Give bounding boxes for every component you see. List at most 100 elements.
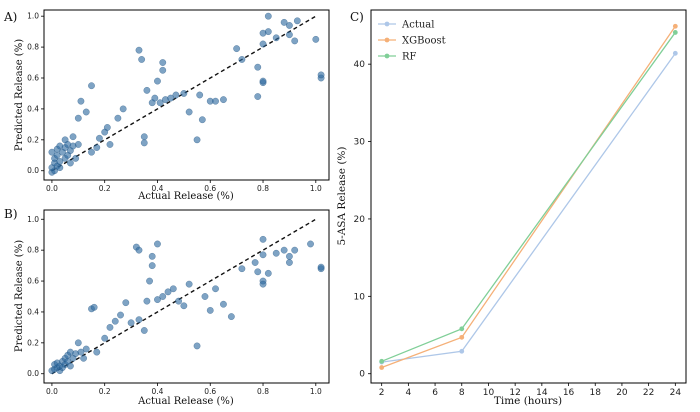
series-line-actual (381, 52, 676, 363)
scatter-point (103, 124, 111, 131)
scatter-point (146, 277, 154, 285)
scatter-point (254, 268, 262, 276)
series-line-rf (381, 32, 676, 362)
scatter-point (156, 99, 164, 107)
scatter-point (95, 134, 103, 142)
panel-a-points (48, 12, 325, 176)
x-tick-label: 1.0 (310, 184, 322, 193)
scatter-point (272, 249, 280, 257)
panel-b-y-axis-title: Predicted Release (%) (14, 240, 25, 352)
scatter-point (93, 144, 101, 151)
scatter-point (88, 82, 95, 90)
legend-label: XGBoost (402, 36, 446, 47)
legend-marker (384, 21, 390, 27)
legend-label: Actual (401, 20, 434, 31)
scatter-point (106, 141, 114, 148)
panel-a-y-axis-title: Predicted Release (%) (14, 39, 25, 151)
series-point-rf (459, 326, 465, 332)
scatter-point (101, 334, 109, 342)
scatter-point (140, 327, 148, 334)
scatter-point (74, 339, 82, 347)
scatter-point (143, 86, 151, 94)
scatter-point (164, 288, 172, 296)
scatter-point (259, 251, 267, 259)
scatter-point (167, 94, 175, 102)
scatter-point (56, 164, 64, 172)
y-tick-label: 0.2 (27, 135, 39, 144)
scatter-point (82, 108, 90, 116)
scatter-point (140, 139, 148, 147)
scatter-point (159, 59, 167, 66)
y-tick-label: 0.2 (27, 338, 39, 347)
panel-b-scatter: B) 0.0 0.2 0.4 0.6 0.8 1.0 0.0 0.2 0.4 0.6 0.8 1.0… (4, 207, 330, 407)
scatter-point (77, 97, 85, 105)
scatter-point (88, 148, 95, 156)
x-tick-label: 0.2 (99, 184, 111, 193)
panel-c-x-ticks: 2 4 6 8 10 12 14 16 18 20 22 24 (379, 383, 682, 398)
scatter-point (291, 37, 299, 45)
x-tick-label: 0.4 (152, 184, 164, 193)
scatter-point (193, 342, 201, 350)
legend-label: RF (402, 52, 417, 63)
scatter-point (175, 297, 183, 305)
series-point-rf (672, 30, 678, 35)
scatter-point (317, 71, 325, 79)
scatter-point (135, 316, 143, 324)
legend-marker (384, 53, 390, 59)
scatter-point (72, 154, 80, 162)
panel-a-scatter: A) 0.0 0.2 0.4 0.6 0.8 1.0 0.0 0.2 0.4 0.6 0.8 1.0… (3, 9, 330, 202)
x-tick-label: 0.2 (99, 387, 111, 396)
scatter-point (77, 348, 85, 356)
scatter-point (238, 265, 246, 273)
scatter-point (114, 114, 122, 122)
scatter-point (180, 90, 188, 97)
scatter-point (259, 280, 267, 288)
panel-c-x-axis-title: Time (hours) (494, 395, 562, 407)
x-tick-label: 0.8 (257, 184, 269, 193)
y-tick-label: 30 (354, 138, 366, 148)
scatter-point (106, 323, 114, 331)
panel-c-plot-frame (370, 9, 687, 384)
scatter-point (196, 91, 204, 99)
scatter-point (272, 34, 280, 42)
scatter-point (66, 159, 74, 167)
scatter-point (111, 317, 119, 325)
x-tick-label: 12 (509, 388, 520, 398)
x-tick-label: 6 (432, 388, 438, 398)
scatter-point (80, 354, 88, 362)
scatter-point (317, 263, 325, 271)
scatter-point (251, 259, 259, 266)
x-tick-label: 24 (670, 388, 682, 398)
panel-b-x-axis-title: Actual Release (%) (137, 396, 234, 407)
x-tick-label: 2 (379, 388, 385, 398)
x-tick-label: 0.0 (46, 387, 58, 396)
scatter-point (151, 94, 159, 102)
scatter-point (259, 40, 267, 48)
scatter-point (180, 302, 188, 310)
scatter-point (122, 299, 130, 307)
scatter-point (159, 293, 167, 300)
scatter-point (285, 252, 293, 260)
scatter-point (169, 285, 177, 293)
series-point-rf (379, 358, 385, 364)
panel-b-identity-line (51, 218, 317, 375)
scatter-point (66, 362, 74, 370)
scatter-point (148, 252, 156, 260)
series-line-xgboost (381, 25, 676, 369)
x-tick-label: 22 (643, 388, 654, 398)
y-tick-label: 0.4 (27, 307, 39, 316)
scatter-point (69, 133, 77, 141)
scatter-point (135, 46, 143, 54)
scatter-point (285, 22, 293, 29)
scatter-point (280, 246, 288, 254)
scatter-point (259, 77, 267, 85)
scatter-point (212, 285, 219, 293)
scatter-point (185, 108, 193, 116)
scatter-point (206, 306, 214, 314)
x-tick-label: 0.4 (152, 387, 164, 396)
x-tick-label: 10 (483, 388, 495, 398)
scatter-point (233, 45, 241, 53)
scatter-point (93, 348, 101, 356)
